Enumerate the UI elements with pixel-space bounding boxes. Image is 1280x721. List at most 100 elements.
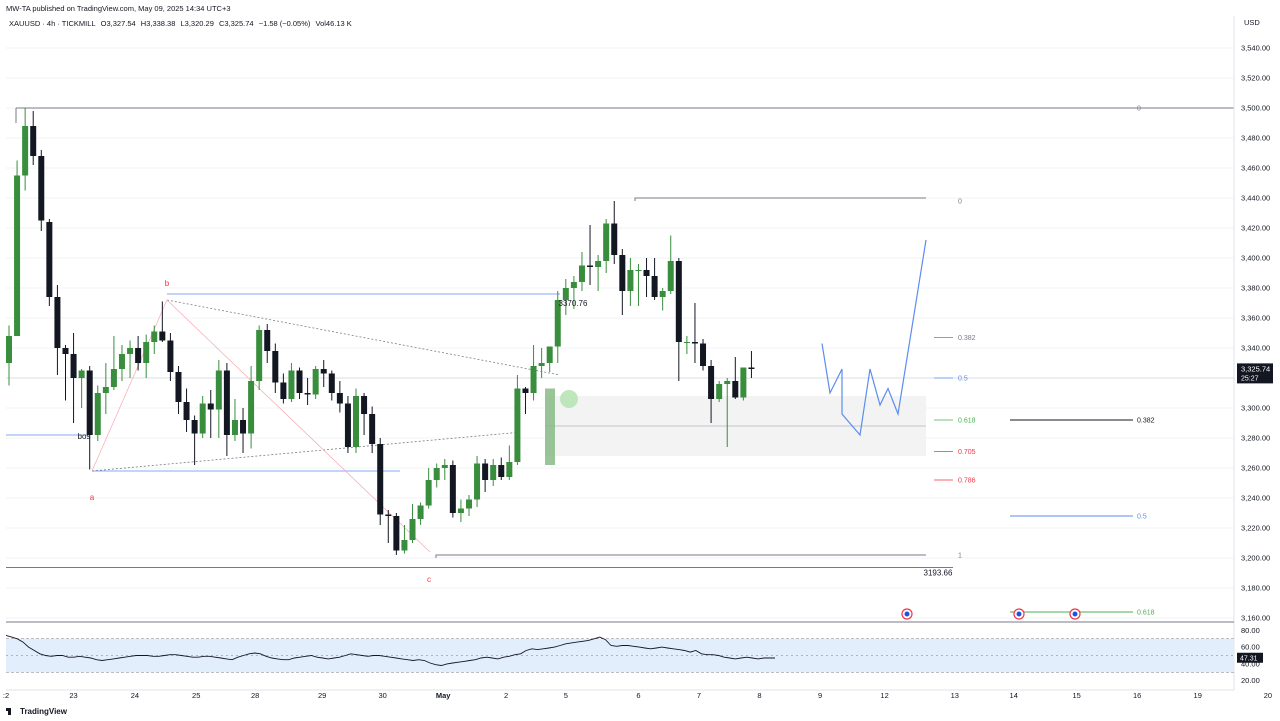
candle-body	[207, 403, 214, 410]
rsi-value-tag	[1237, 652, 1263, 663]
candle-body	[578, 265, 585, 282]
candle-body	[675, 261, 682, 342]
y-tick-label: 3,200.00	[1241, 554, 1270, 563]
x-tick-label: 20	[1264, 691, 1272, 700]
candle-layer	[6, 108, 755, 555]
fib-bottom-line	[435, 554, 926, 558]
annotation-label: b	[165, 279, 170, 288]
price-axis[interactable]: USD 3,160.00 3,180.00 3,200.00 3,220.00 3,240…	[1233, 16, 1273, 690]
candle-body	[118, 354, 125, 369]
change-value: −1.58 (−0.05%)	[258, 19, 311, 28]
x-tick-label: 23	[69, 691, 77, 700]
candle-body	[449, 465, 456, 513]
symbol-name[interactable]: XAUUSD · 4h · TICKMILL	[9, 19, 96, 28]
candle-body	[708, 366, 715, 399]
x-tick-label: 2	[504, 691, 508, 700]
candle-body	[14, 175, 21, 336]
rsi-tick-label: 40.00	[1241, 659, 1260, 668]
candle-body	[102, 387, 109, 393]
candle-body	[86, 370, 93, 435]
candle-body	[522, 388, 529, 393]
y-tick-label: 3,380.00	[1241, 284, 1270, 293]
candle-body	[465, 499, 472, 509]
y-tick-label: 3,260.00	[1241, 464, 1270, 473]
candle-body	[30, 126, 37, 156]
candle-body	[603, 223, 610, 261]
candle-body	[231, 420, 238, 435]
x-tick-label: 8	[757, 691, 761, 700]
y-tick-label: 3,240.00	[1241, 494, 1270, 503]
impulse-bar	[545, 388, 555, 465]
rsi-value: 47.31	[1240, 655, 1258, 662]
x-tick-label: 29	[318, 691, 326, 700]
last-price-tag	[1237, 363, 1273, 384]
fib-level-label: 0.705	[958, 449, 976, 456]
candle-body	[312, 369, 319, 395]
candle-body	[127, 348, 134, 354]
news-flag-center-icon	[904, 611, 910, 617]
candle-body	[135, 348, 142, 363]
y-tick-label: 3,180.00	[1241, 584, 1270, 593]
candle-body	[619, 255, 626, 291]
candle-body	[199, 403, 206, 434]
candle-body	[223, 370, 230, 435]
candle-body	[611, 223, 618, 255]
fib-level-label: 0.618	[958, 418, 976, 425]
rsi-tick-label: 60.00	[1241, 643, 1260, 652]
y-tick-label: 3,300.00	[1241, 404, 1270, 413]
candle-body	[328, 373, 335, 393]
candle-body	[732, 381, 739, 398]
rsi-tick-label: 20.00	[1241, 676, 1260, 685]
tradingview-brand: TradingView	[20, 707, 67, 716]
candle-body	[627, 270, 634, 291]
x-tick-label: 24	[131, 691, 139, 700]
candle-body	[530, 366, 537, 393]
y-tick-label: 3,500.00	[1241, 104, 1270, 113]
label-layer: b a c 3370.76 3193.66 bos 0 0.382 0.5 0.618 0.705 0…	[78, 106, 1155, 620]
candle-body	[740, 367, 747, 398]
time-axis[interactable]: :2232425282930May2567891213141516192021	[3, 689, 1280, 700]
fib-level-label: 0.5	[958, 376, 968, 383]
x-tick-label: 16	[1133, 691, 1141, 700]
x-tick-label: 28	[251, 691, 259, 700]
candle-body	[724, 381, 731, 384]
candle-body	[748, 367, 755, 369]
y-tick-label: 3,420.00	[1241, 224, 1270, 233]
candle-body	[700, 343, 707, 366]
candle-body	[110, 369, 117, 387]
close-value: C3,325.74	[218, 19, 254, 28]
y-tick-label: 3,340.00	[1241, 344, 1270, 353]
y-tick-label: 3,520.00	[1241, 74, 1270, 83]
abc-path	[91, 299, 431, 553]
y-tick-label: 3,440.00	[1241, 194, 1270, 203]
candle-body	[474, 463, 481, 500]
y-tick-label: 3,160.00	[1241, 614, 1270, 623]
fib-level-label: 0.382	[958, 335, 976, 342]
candle-body	[46, 222, 53, 297]
candle-body	[369, 414, 376, 444]
candle-body	[538, 363, 545, 366]
candle-body	[361, 396, 368, 414]
x-tick-label: 25	[192, 691, 200, 700]
far-fib-label: 0.5	[1137, 514, 1147, 521]
x-tick-label: 7	[697, 691, 701, 700]
far-fib-label: 0	[1137, 106, 1141, 113]
annotation-label: 3193.66	[924, 569, 953, 578]
x-tick-label: 12	[880, 691, 888, 700]
candle-body	[304, 393, 311, 395]
annotation-label: bos	[78, 432, 91, 441]
candle-body	[651, 276, 658, 297]
candle-body	[70, 354, 77, 378]
last-price-value: 3,325.74	[1241, 364, 1270, 373]
candle-body	[62, 348, 69, 354]
rsi-tick-label: 80.00	[1241, 626, 1260, 635]
candle-body	[659, 291, 666, 297]
tradingview-logo: TradingView	[6, 707, 67, 716]
fib-level-label: 0.786	[958, 478, 976, 485]
annotation-label: a	[90, 493, 95, 502]
x-tick-label: 9	[818, 691, 822, 700]
annotation-label: c	[427, 575, 431, 584]
candle-body	[401, 540, 408, 551]
candle-body	[377, 444, 384, 515]
